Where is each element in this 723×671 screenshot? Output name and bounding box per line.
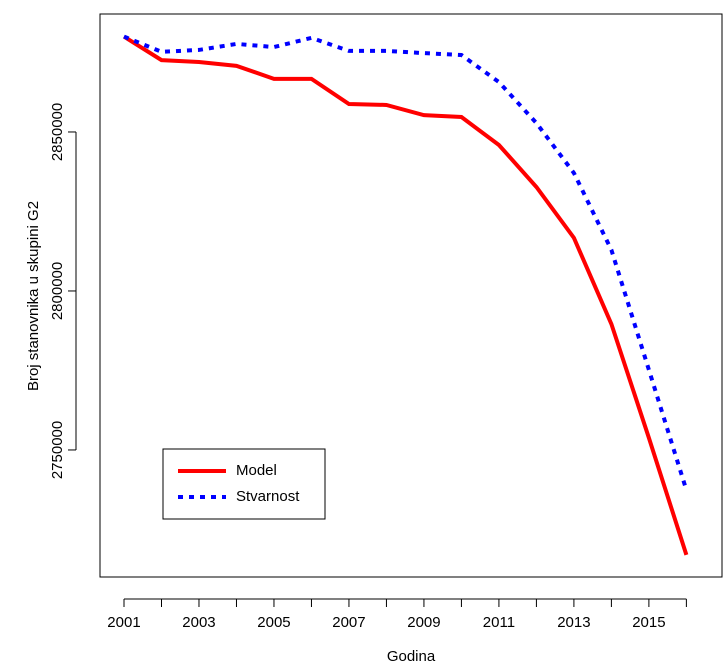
- legend-label: Stvarnost: [236, 488, 300, 505]
- y-tick-label: 2850000: [49, 103, 66, 161]
- x-tick-label: 2013: [557, 614, 590, 631]
- series-line: [122, 34, 689, 556]
- plot-frame: [99, 13, 723, 578]
- legend-box: [162, 448, 326, 520]
- x-tick-label: 2009: [407, 614, 440, 631]
- y-tick-label: 2750000: [49, 421, 66, 479]
- x-tick-label: 2011: [483, 614, 515, 631]
- x-tick-label: 2007: [332, 614, 365, 631]
- x-tick-label: 2005: [257, 614, 290, 631]
- x-tick-label: 2001: [107, 614, 140, 631]
- series-line: [123, 34, 689, 491]
- x-axis-title: Godina: [387, 648, 436, 665]
- x-tick-label: 2003: [182, 614, 215, 631]
- y-axis-title: Broj stanovnika u skupini G2: [25, 201, 42, 391]
- x-tick-label: 2015: [632, 614, 665, 631]
- legend-label: Model: [236, 462, 277, 479]
- y-tick-label: 2800000: [49, 262, 66, 320]
